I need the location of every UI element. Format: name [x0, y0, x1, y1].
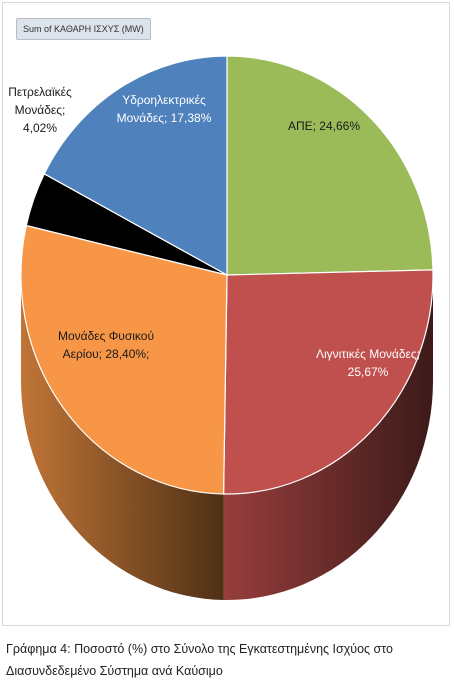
slice-side-lignite — [223, 275, 433, 600]
slice-lignite[interactable] — [222, 269, 434, 495]
figure-caption: Γράφημα 4: Ποσοστό (%) στο Σύνολο της Εγ… — [6, 642, 393, 678]
slice-side-natural_gas — [21, 275, 224, 600]
pie-slices — [20, 55, 434, 495]
data-label-ape: ΑΠΕ; 24,66% — [288, 119, 360, 133]
slice-natural_gas[interactable] — [20, 224, 228, 495]
pie-chart: ΑΠΕ; 24,66% Λιγνιτικές Μονάδες; 25,67% Μονά… — [8, 55, 434, 600]
pie-labels: ΑΠΕ; 24,66% Λιγνιτικές Μονάδες; 25,67% Μονά… — [8, 85, 420, 379]
data-label-lignite: Λιγνιτικές Μονάδες; 25,67% — [316, 347, 420, 379]
slice-ape[interactable] — [226, 55, 434, 276]
pie-depth — [21, 275, 433, 600]
slice-hydro[interactable] — [43, 55, 228, 277]
pivot-field-button[interactable]: Sum of ΚΑΘΑΡΗ ΙΣΧΥΣ (MW) — [16, 18, 151, 40]
data-label-hydro: Υδροηλεκτρικές Μονάδες; 17,38% — [117, 93, 212, 125]
data-label-oil: Πετρελαϊκές Μονάδες; 4,02% — [8, 85, 72, 135]
data-label-natural_gas: Μονάδες Φυσικού Αερίου; 28,40%; — [58, 329, 154, 361]
